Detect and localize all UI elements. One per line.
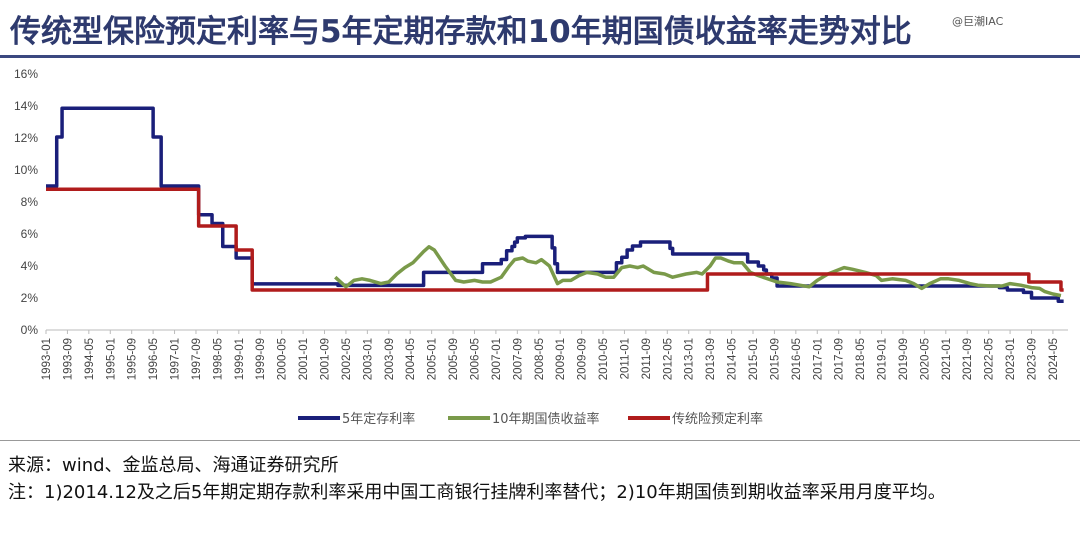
x-tick-label: 2021-01 — [941, 338, 953, 380]
x-tick-label: 2001-01 — [298, 338, 310, 380]
x-tick-label: 2017-01 — [812, 338, 824, 380]
legend-label: 传统险预定利率 — [672, 411, 763, 427]
y-tick-label: 12% — [14, 131, 38, 145]
x-tick-label: 2013-01 — [684, 338, 696, 380]
y-tick-label: 4% — [21, 259, 39, 273]
x-tick-label: 2015-01 — [748, 338, 760, 380]
x-tick-label: 1995-01 — [105, 338, 117, 380]
x-tick-label: 1996-05 — [148, 338, 160, 380]
y-tick-label: 2% — [21, 291, 39, 305]
chart-notes: 来源：wind、金监总局、海通证券研究所 注：1)2014.12及之后5年期定期… — [8, 452, 1076, 506]
x-tick-label: 2022-05 — [984, 338, 996, 380]
x-tick-label: 2007-09 — [512, 338, 524, 380]
x-tick-label: 2014-05 — [727, 338, 739, 380]
x-tick-label: 1993-09 — [62, 338, 74, 380]
x-tick-label: 2012-05 — [662, 338, 674, 380]
title-divider — [0, 55, 1080, 58]
x-tick-label: 1997-01 — [170, 338, 182, 380]
y-tick-label: 6% — [21, 227, 39, 241]
x-tick-label: 2006-05 — [469, 338, 481, 380]
x-tick-label: 1994-05 — [84, 338, 96, 380]
x-tick-label: 1993-01 — [41, 338, 53, 380]
x-tick-label: 2008-05 — [534, 338, 546, 380]
x-tick-label: 2016-05 — [791, 338, 803, 380]
x-tick-label: 1999-09 — [255, 338, 267, 380]
x-tick-label: 2011-09 — [641, 338, 653, 379]
y-tick-label: 8% — [21, 195, 39, 209]
x-tick-label: 2009-01 — [555, 338, 567, 380]
y-tick-label: 14% — [14, 99, 38, 113]
series-line-2 — [334, 245, 1062, 298]
watermark: @巨潮IAC — [952, 15, 1004, 28]
line-chart: 0% 2% 4% 6% 8% 10% 12% 14% 16% 1993-01 1993-09 1994… — [14, 67, 1068, 427]
x-tick-label: 2019-09 — [898, 338, 910, 380]
x-tick-label: 2018-05 — [855, 338, 867, 380]
x-tick-label: 2013-09 — [705, 338, 717, 380]
x-tick-label: 2024-05 — [1048, 338, 1060, 380]
x-tick-label: 2007-01 — [491, 338, 503, 380]
x-tick-label: 2001-09 — [320, 338, 332, 380]
x-tick-label: 1995-09 — [127, 338, 139, 380]
x-tick-label: 2020-05 — [919, 338, 931, 380]
legend-label: 10年期国债收益率 — [492, 411, 600, 427]
x-tick-label: 2011-01 — [619, 338, 631, 379]
x-tick-label: 2015-09 — [769, 338, 781, 380]
x-tick-label: 2021-09 — [962, 338, 974, 380]
y-tick-label: 0% — [21, 323, 39, 337]
x-tick-label: 2003-01 — [362, 338, 374, 380]
x-tick-label: 2004-05 — [405, 338, 417, 380]
notes-divider — [0, 440, 1080, 441]
source-text: 来源：wind、金监总局、海通证券研究所 — [8, 455, 339, 476]
note-text: 注：1)2014.12及之后5年期定期存款利率采用中国工商银行挂牌利率替代；2)… — [8, 482, 946, 503]
x-tick-label: 2009-09 — [577, 338, 589, 380]
x-tick-label: 1997-09 — [191, 338, 203, 380]
x-tick-label: 2017-09 — [834, 338, 846, 380]
x-tick-label: 2002-05 — [341, 338, 353, 380]
x-tick-label: 2023-09 — [1027, 338, 1039, 380]
x-tick-label: 2005-01 — [427, 338, 439, 380]
chart-title: 传统型保险预定利率与5年定期存款和10年期国债收益率走势对比 — [10, 14, 912, 50]
series-line-3 — [46, 187, 1064, 292]
y-tick-label: 16% — [14, 67, 38, 81]
x-tick-label: 2005-09 — [448, 338, 460, 380]
x-tick-label: 1999-01 — [234, 338, 246, 380]
x-tick-label: 1998-05 — [212, 338, 224, 380]
x-tick-label: 2003-09 — [384, 338, 396, 380]
y-tick-label: 10% — [14, 163, 38, 177]
x-tick-label: 2010-05 — [598, 338, 610, 380]
x-tick-label: 2023-01 — [1005, 338, 1017, 380]
legend-label: 5年定存利率 — [342, 411, 415, 427]
x-tick-label: 2000-05 — [277, 338, 289, 380]
x-tick-label: 2019-01 — [877, 338, 889, 380]
